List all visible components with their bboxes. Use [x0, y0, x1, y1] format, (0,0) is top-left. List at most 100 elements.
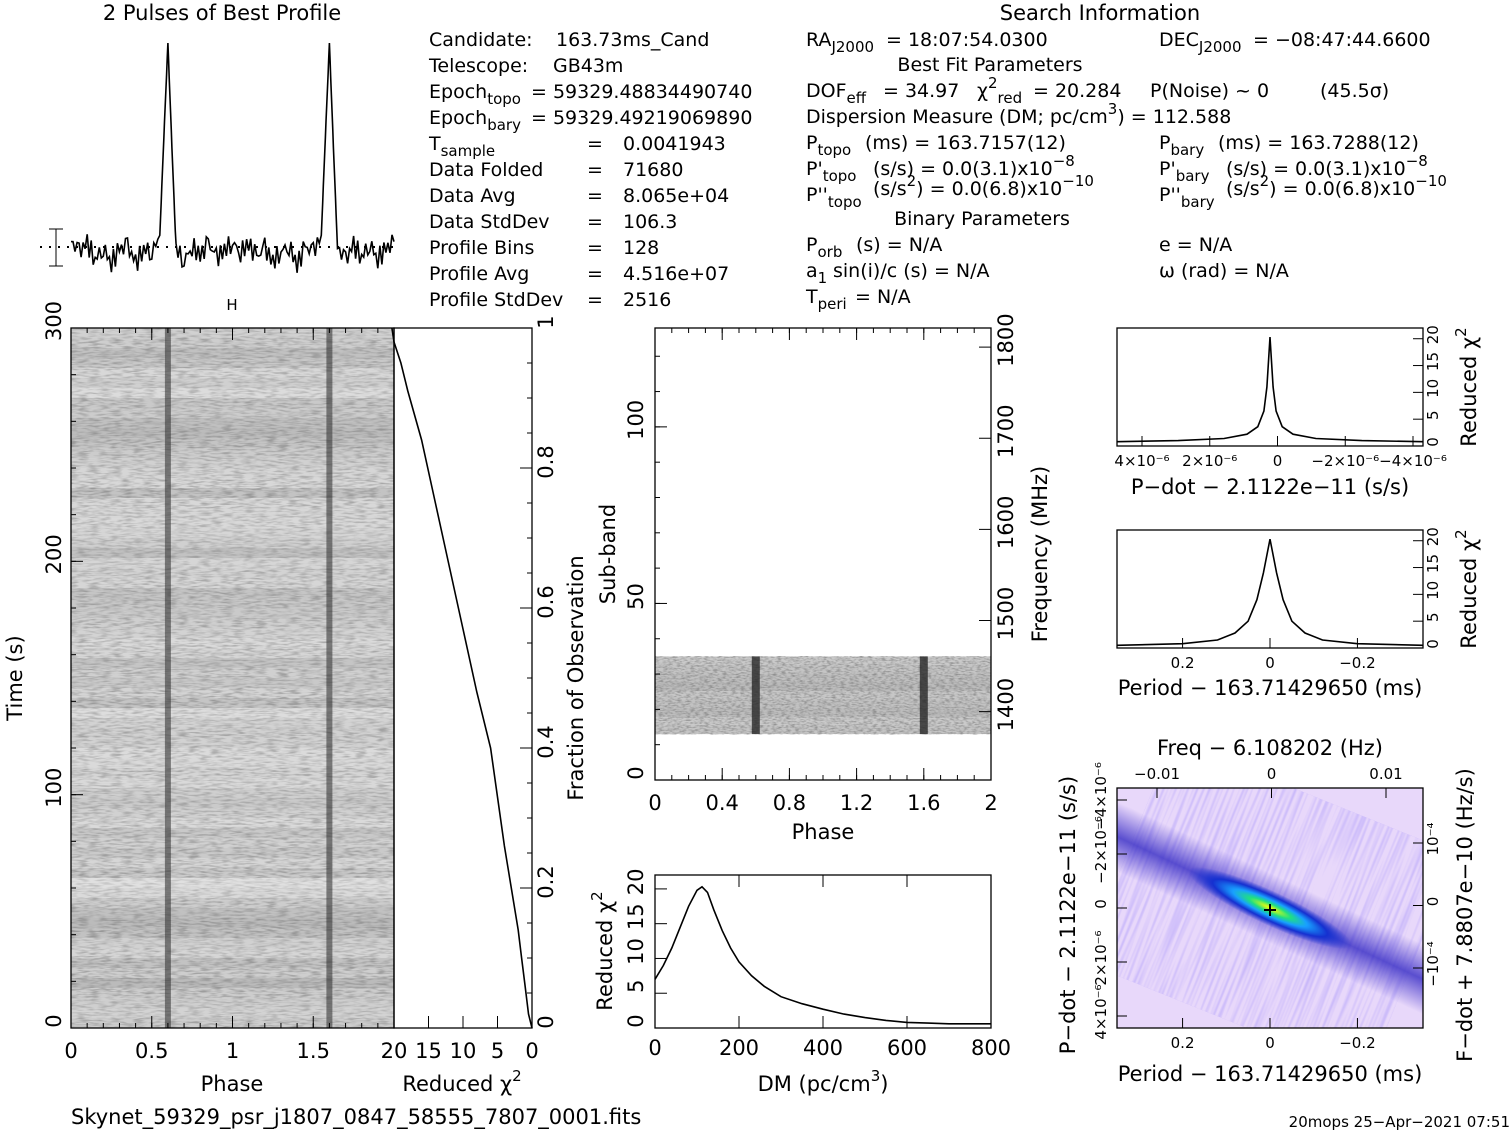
cumulative-xtick-label: 0 [525, 1039, 538, 1063]
tperi-value: = N/A [855, 286, 911, 308]
time-phase-plot: 0 0.5 1 1.5 0 100 200 300 H Phase Time (s) [3, 296, 395, 1096]
pddbary-value: (s/s2) = 0.0(6.8)x10−10 [1226, 172, 1447, 200]
subband-row [655, 716, 991, 726]
pdot-ytick-label: 0 [1424, 437, 1442, 447]
time-phase-top-marker: H [226, 296, 237, 314]
dm-value: Dispersion Measure (DM; pc/cm3) = 112.58… [806, 100, 1231, 128]
candidate-value: 163.73ms_Cand [556, 29, 709, 51]
time-phase-xtick-label: 0.5 [135, 1039, 168, 1063]
pdot-ytick-label: 10 [1424, 379, 1442, 398]
bins-eq: = [587, 237, 603, 259]
pddtopo-label: P''topo [806, 184, 862, 211]
avg-eq: = [587, 185, 603, 207]
time-phase-row [71, 888, 394, 898]
period-frame [1116, 529, 1424, 649]
pbary-value: (ms) = 163.7288(12) [1218, 132, 1419, 154]
profile-plot [40, 42, 396, 273]
porb-label: Porb [806, 234, 842, 261]
period-ylabel: Reduced χ2 [1452, 529, 1481, 648]
dm-ytick-label: 5 [624, 980, 648, 993]
profile-curve [70, 42, 395, 273]
period-curve [1116, 538, 1424, 647]
time-phase-row [71, 348, 394, 358]
dm-ytick-label: 10 [624, 938, 648, 965]
pavg-eq: = [587, 263, 603, 285]
time-phase-xtick-label: 0 [64, 1039, 77, 1063]
time-phase-row [71, 558, 394, 568]
dm-xtick-label: 400 [803, 1036, 843, 1060]
folded-value: 71680 [623, 159, 683, 181]
time-phase-rows [71, 328, 394, 1028]
time-phase-row [71, 468, 394, 478]
time-phase-row [71, 978, 394, 988]
pstd-label: Profile StdDev [429, 289, 563, 311]
plane-ytick-label: −4×10⁻⁶ [1092, 762, 1110, 830]
subband-row [655, 708, 991, 717]
period-axes: 0.2 0 −0.2 0 5 10 15 20 [1116, 527, 1442, 672]
time-phase-row [71, 858, 394, 868]
epoch-bary-value: = 59329.49219069890 [531, 107, 752, 129]
candidate-label: Candidate: [429, 29, 533, 51]
time-phase-row [71, 568, 394, 578]
pdot-ytick-label: 20 [1424, 325, 1442, 344]
subband-xtick-label: 1.2 [840, 791, 873, 815]
time-phase-row [71, 728, 394, 738]
time-phase-row [71, 578, 394, 588]
time-phase-row [71, 598, 394, 608]
time-phase-xtick-label: 1.5 [297, 1039, 330, 1063]
plane-xtick-label: 0 [1265, 1034, 1275, 1052]
avg-label: Data Avg [429, 185, 516, 207]
dec-label: DECJ2000 [1159, 29, 1242, 56]
tsample-value: 0.0041943 [623, 133, 726, 155]
subband-ytick-label: 50 [624, 583, 648, 610]
pdot-frame [1116, 327, 1424, 447]
pnoise-value: P(Noise) ~ 0 [1150, 80, 1269, 102]
subband-pulse [919, 656, 928, 735]
epoch-bary-label: Epochbary [429, 107, 521, 134]
time-phase-row [71, 808, 394, 818]
time-phase-row [71, 498, 394, 508]
pbary-label: Pbary [1159, 132, 1204, 159]
cumulative-xtick-label: 15 [415, 1039, 442, 1063]
time-phase-row [71, 948, 394, 958]
period-ytick-label: 20 [1424, 527, 1442, 546]
plane-xlabel: Period − 163.71429650 (ms) [1118, 1062, 1423, 1086]
time-phase-ytick-label: 200 [42, 534, 66, 574]
time-phase-ylabel: Time (s) [3, 635, 27, 721]
telescope-value: GB43m [553, 55, 623, 77]
time-phase-pulse-track [326, 328, 333, 1028]
time-phase-row [71, 488, 394, 498]
cumulative-ytick-label: 1 [534, 315, 558, 328]
subband-xtick-label: 0.4 [705, 791, 738, 815]
cumulative-axes: 20 15 10 5 000.20.40.60.81 [381, 315, 558, 1063]
cumulative-frame [393, 327, 533, 1029]
binary-title: Binary Parameters [894, 208, 1070, 230]
plane-x2tick-label: 0.01 [1369, 765, 1402, 783]
a1-value: sin(i)/c (s) = N/A [833, 260, 990, 282]
porb-value: (s) = N/A [856, 234, 942, 256]
time-phase-row [71, 898, 394, 908]
subband-pulse [751, 656, 760, 735]
time-phase-row [71, 938, 394, 948]
period-xlabel: Period − 163.71429650 (ms) [1118, 676, 1423, 700]
period-ytick-label: 5 [1424, 612, 1442, 622]
time-phase-row [71, 418, 394, 428]
time-phase-row [71, 788, 394, 798]
time-phase-row [71, 658, 394, 668]
plane-ytick-label: 2×10⁻⁶ [1092, 930, 1110, 985]
subband-row [655, 690, 991, 700]
dm-axes: 0 200 400 600 800 0 5 10 15 20 [624, 869, 1011, 1060]
chi-label: χ2red [977, 74, 1022, 107]
time-phase-row [71, 518, 394, 528]
dec-value: = −08:47:44.6600 [1253, 29, 1431, 51]
time-phase-row [71, 968, 394, 978]
cumulative-ylabel: Fraction of Observation [564, 555, 588, 800]
ra-value: = 18:07:54.0300 [886, 29, 1048, 51]
cumulative-curve [391, 327, 533, 1029]
time-phase-row [71, 748, 394, 758]
time-phase-row [71, 918, 394, 928]
pdtopo-label: P'topo [806, 158, 856, 185]
pdot-xtick-label: 2×10⁻⁶ [1182, 452, 1237, 470]
time-phase-row [71, 678, 394, 688]
cumulative-ytick-label: 0.8 [534, 445, 558, 478]
